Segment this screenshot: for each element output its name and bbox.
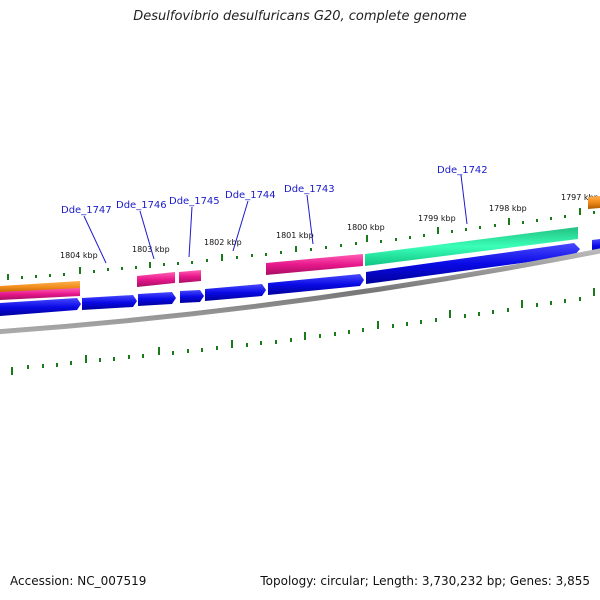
gene-label-dde-1747[interactable]: Dde_1747 <box>61 205 112 216</box>
cds-arrow[interactable] <box>138 292 176 306</box>
outer-tick-ring <box>7 208 595 280</box>
gene-feature-dde-1743[interactable] <box>266 254 363 275</box>
gene-label-dde-1745[interactable]: Dde_1745 <box>169 196 220 207</box>
kbp-label-1799: 1799 kbp <box>418 214 456 223</box>
cds-arrow[interactable] <box>82 295 137 310</box>
cds-arrow[interactable] <box>180 290 204 303</box>
leader-line <box>139 210 155 260</box>
gene-label-dde-1746[interactable]: Dde_1746 <box>116 200 167 211</box>
gene-label-dde-1744[interactable]: Dde_1744 <box>225 190 276 201</box>
kbp-label-1800: 1800 kbp <box>347 223 385 232</box>
accession-text: Accession: NC_007519 <box>10 574 147 588</box>
inner-tick-ring <box>11 288 595 375</box>
leader-line <box>460 174 468 225</box>
kbp-label-1798: 1798 kbp <box>489 204 527 213</box>
kbp-label-1802: 1802 kbp <box>204 238 242 247</box>
kbp-label-1804: 1804 kbp <box>60 251 98 260</box>
gene-feature-dde-1745[interactable] <box>179 270 201 283</box>
leader-line <box>83 215 107 264</box>
leader-line <box>232 200 249 252</box>
kbp-label-1801: 1801 kbp <box>276 231 314 240</box>
cds-arrow[interactable] <box>366 243 580 284</box>
genome-backbone <box>0 248 600 335</box>
leader-line <box>188 206 193 258</box>
gene-feature-dde-1746[interactable] <box>137 272 175 287</box>
gene-feature-dde-1742[interactable] <box>365 227 578 266</box>
cds-arrow[interactable] <box>0 298 81 316</box>
gene-labels: Dde_1747 Dde_1746 Dde_1745 Dde_1744 Dde_… <box>61 165 488 264</box>
kbp-label-1797: 1797 kbp <box>561 193 599 202</box>
gene-feature-orange-left[interactable] <box>0 281 80 294</box>
gene-feature-dde-1747[interactable] <box>0 288 80 300</box>
map-title: Desulfovibrio desulfuricans G20, complet… <box>133 9 467 24</box>
leader-line <box>306 194 314 245</box>
cds-track <box>0 239 600 316</box>
cds-arrow[interactable] <box>268 274 364 295</box>
genome-summary-text: Topology: circular; Length: 3,730,232 bp… <box>260 574 590 588</box>
gene-track <box>0 196 600 300</box>
gene-label-dde-1742[interactable]: Dde_1742 <box>437 165 488 176</box>
gene-feature-orange-right[interactable] <box>588 196 600 209</box>
gene-label-dde-1743[interactable]: Dde_1743 <box>284 184 335 195</box>
cds-arrow[interactable] <box>205 284 266 301</box>
